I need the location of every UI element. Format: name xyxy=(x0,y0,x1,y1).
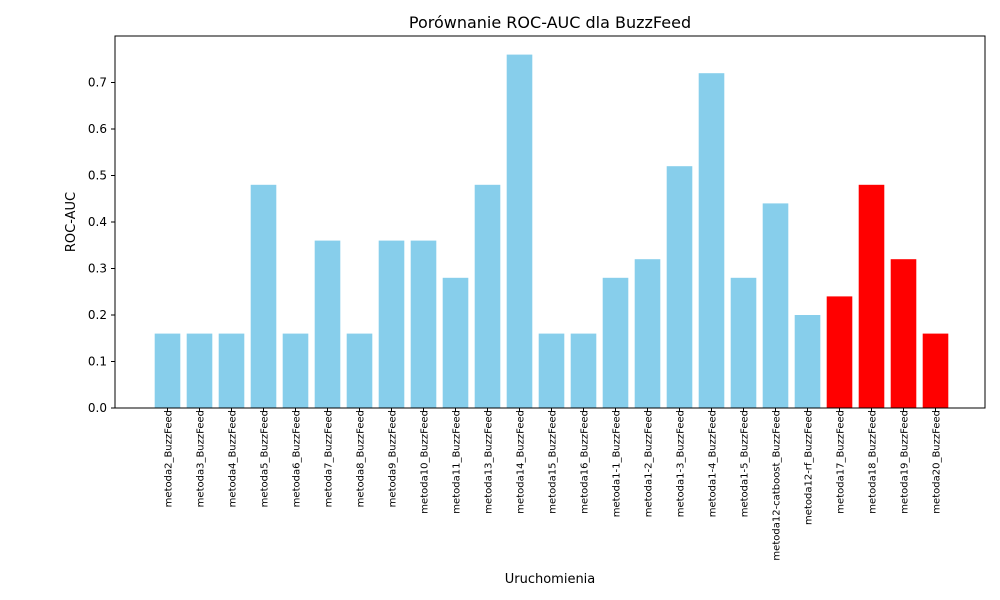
bar xyxy=(282,333,309,408)
y-tick-label: 0.1 xyxy=(88,355,107,369)
bar xyxy=(250,184,277,408)
bar xyxy=(506,54,533,408)
x-tick-label: metoda16_BuzzFeed xyxy=(580,410,591,514)
x-tick-label: metoda2_BuzzFeed xyxy=(164,410,175,507)
x-tick-label: metoda6_BuzzFeed xyxy=(292,410,303,507)
bar xyxy=(154,333,181,408)
bar xyxy=(570,333,597,408)
chart-title: Porównanie ROC-AUC dla BuzzFeed xyxy=(409,13,691,32)
bar xyxy=(346,333,373,408)
x-tick-label: metoda8_BuzzFeed xyxy=(356,410,367,507)
bar xyxy=(858,184,885,408)
y-tick-label: 0.4 xyxy=(88,215,107,229)
bar xyxy=(922,333,949,408)
bar xyxy=(410,240,437,408)
x-tick-label: metoda19_BuzzFeed xyxy=(900,410,911,514)
bar xyxy=(666,166,693,408)
x-tick-label: metoda15_BuzzFeed xyxy=(548,410,559,514)
bar xyxy=(890,259,917,408)
bar xyxy=(826,296,853,408)
y-tick-label: 0.0 xyxy=(88,401,107,415)
x-axis-label: Uruchomienia xyxy=(505,572,596,587)
x-tick-label: metoda12-rf_BuzzFeed xyxy=(804,410,815,525)
x-tick-label: metoda20_BuzzFeed xyxy=(932,410,943,514)
y-tick-label: 0.3 xyxy=(88,262,107,276)
y-tick-label: 0.5 xyxy=(88,169,107,183)
x-tick-label: metoda3_BuzzFeed xyxy=(196,410,207,507)
y-tick-label: 0.2 xyxy=(88,308,107,322)
x-tick-label: metoda7_BuzzFeed xyxy=(324,410,335,507)
x-tick-label: metoda1-3_BuzzFeed xyxy=(676,410,687,517)
x-tick-label: metoda1-4_BuzzFeed xyxy=(708,410,719,517)
y-tick-label: 0.6 xyxy=(88,122,107,136)
bar xyxy=(218,333,245,408)
x-tick-label: metoda5_BuzzFeed xyxy=(260,410,271,507)
x-tick-label: metoda9_BuzzFeed xyxy=(388,410,399,507)
plot-area: 0.0 0.1 0.2 0.3 0.4 0.5 0.6 0.7 metoda2_BuzzFeed… xyxy=(88,35,986,561)
x-tick-label: metoda13_BuzzFeed xyxy=(484,410,495,514)
x-tick-label: metoda14_BuzzFeed xyxy=(516,410,527,514)
x-tick-label: metoda1-1_BuzzFeed xyxy=(612,410,623,517)
x-tick-label: metoda12-catboost_BuzzFeed xyxy=(772,410,783,561)
bar xyxy=(794,315,821,408)
bar xyxy=(186,333,213,408)
x-tick-label: metoda10_BuzzFeed xyxy=(420,410,431,514)
bar xyxy=(378,240,405,408)
x-tick-label: metoda18_BuzzFeed xyxy=(868,410,879,514)
bar xyxy=(762,203,789,408)
x-tick-label: metoda1-5_BuzzFeed xyxy=(740,410,751,517)
bar xyxy=(730,277,757,408)
x-tick-label: metoda11_BuzzFeed xyxy=(452,410,463,514)
y-tick-label: 0.7 xyxy=(88,76,107,90)
bar xyxy=(314,240,341,408)
bar xyxy=(602,277,629,408)
x-tick-label: metoda17_BuzzFeed xyxy=(836,410,847,514)
y-axis-label: ROC-AUC xyxy=(64,192,79,252)
bar xyxy=(442,277,469,408)
x-tick-label: metoda4_BuzzFeed xyxy=(228,410,239,507)
bar xyxy=(634,259,661,408)
x-tick-label: metoda1-2_BuzzFeed xyxy=(644,410,655,517)
bar xyxy=(474,184,501,408)
bar xyxy=(698,73,725,408)
bar xyxy=(538,333,565,408)
